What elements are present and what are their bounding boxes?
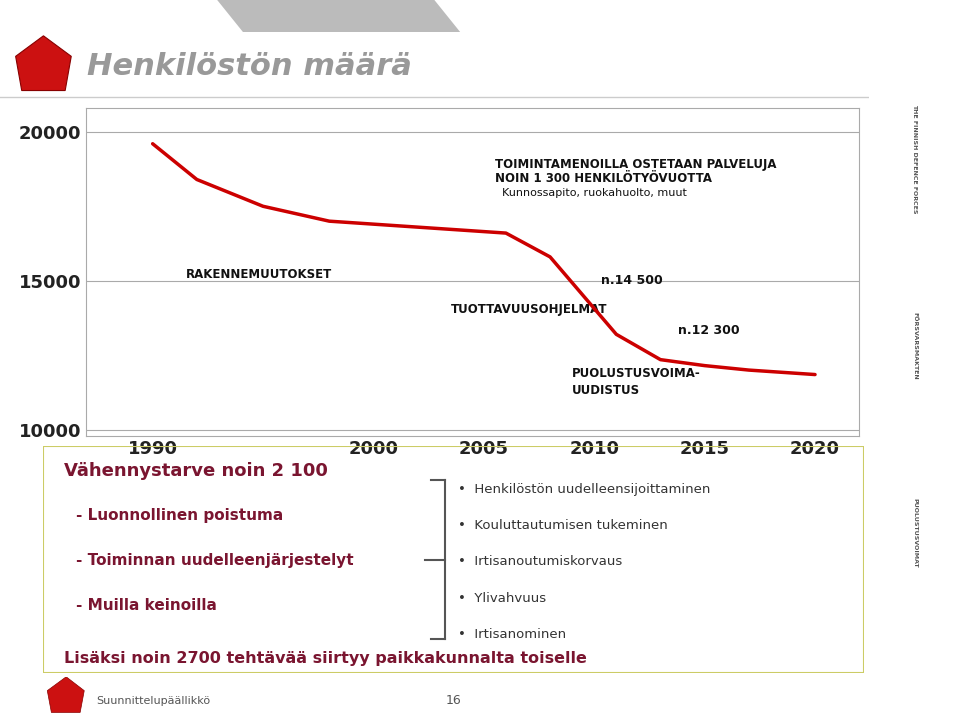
- Text: - Luonnollinen poistuma: - Luonnollinen poistuma: [76, 508, 283, 523]
- Polygon shape: [217, 0, 461, 32]
- Text: TOIMINTAMENOILLA OSTETAAN PALVELUJA: TOIMINTAMENOILLA OSTETAAN PALVELUJA: [494, 158, 777, 171]
- Text: Kunnossapito, ruokahuolto, muut: Kunnossapito, ruokahuolto, muut: [501, 188, 686, 198]
- Text: Suunnittelupäällikkö: Suunnittelupäällikkö: [97, 696, 210, 706]
- Text: PUOLUSTUSVOIMA-
UUDISTUS: PUOLUSTUSVOIMA- UUDISTUS: [572, 367, 701, 397]
- Text: TUOTTAVUUSOHJELMAT: TUOTTAVUUSOHJELMAT: [451, 304, 608, 317]
- Text: •  Irtisanominen: • Irtisanominen: [458, 628, 565, 641]
- Text: •  Kouluttautumisen tukeminen: • Kouluttautumisen tukeminen: [458, 519, 667, 532]
- Text: Lisäksi noin 2700 tehtävää siirtyy paikkakunnalta toiselle: Lisäksi noin 2700 tehtävää siirtyy paikk…: [63, 651, 587, 665]
- Text: - Muilla keinoilla: - Muilla keinoilla: [76, 598, 217, 613]
- Text: n.12 300: n.12 300: [678, 324, 740, 338]
- Text: FÖRSVARSMAKTEN: FÖRSVARSMAKTEN: [912, 312, 917, 379]
- Text: NOIN 1 300 HENKILÖTYÖVUOTTA: NOIN 1 300 HENKILÖTYÖVUOTTA: [494, 173, 712, 186]
- Text: 16: 16: [445, 694, 462, 707]
- Polygon shape: [47, 677, 84, 713]
- Text: PUOLUSTUSVOIMAT: PUOLUSTUSVOIMAT: [912, 498, 917, 567]
- Polygon shape: [15, 36, 71, 91]
- Text: - Toiminnan uudelleenjärjestelyt: - Toiminnan uudelleenjärjestelyt: [76, 553, 353, 568]
- Text: •  Ylivahvuus: • Ylivahvuus: [458, 592, 546, 605]
- Text: Henkilöstön määrä: Henkilöstön määrä: [87, 52, 412, 81]
- Text: •  Henkilöstön uudelleensijoittaminen: • Henkilöstön uudelleensijoittaminen: [458, 482, 710, 495]
- Text: RAKENNEMUUTOKSET: RAKENNEMUUTOKSET: [186, 268, 332, 281]
- Text: n.14 500: n.14 500: [601, 274, 662, 287]
- Text: THE FINNISH DEFENCE FORCES: THE FINNISH DEFENCE FORCES: [912, 104, 917, 213]
- Text: Vähennystarve noin 2 100: Vähennystarve noin 2 100: [63, 462, 327, 480]
- Text: •  Irtisanoutumiskorvaus: • Irtisanoutumiskorvaus: [458, 555, 622, 568]
